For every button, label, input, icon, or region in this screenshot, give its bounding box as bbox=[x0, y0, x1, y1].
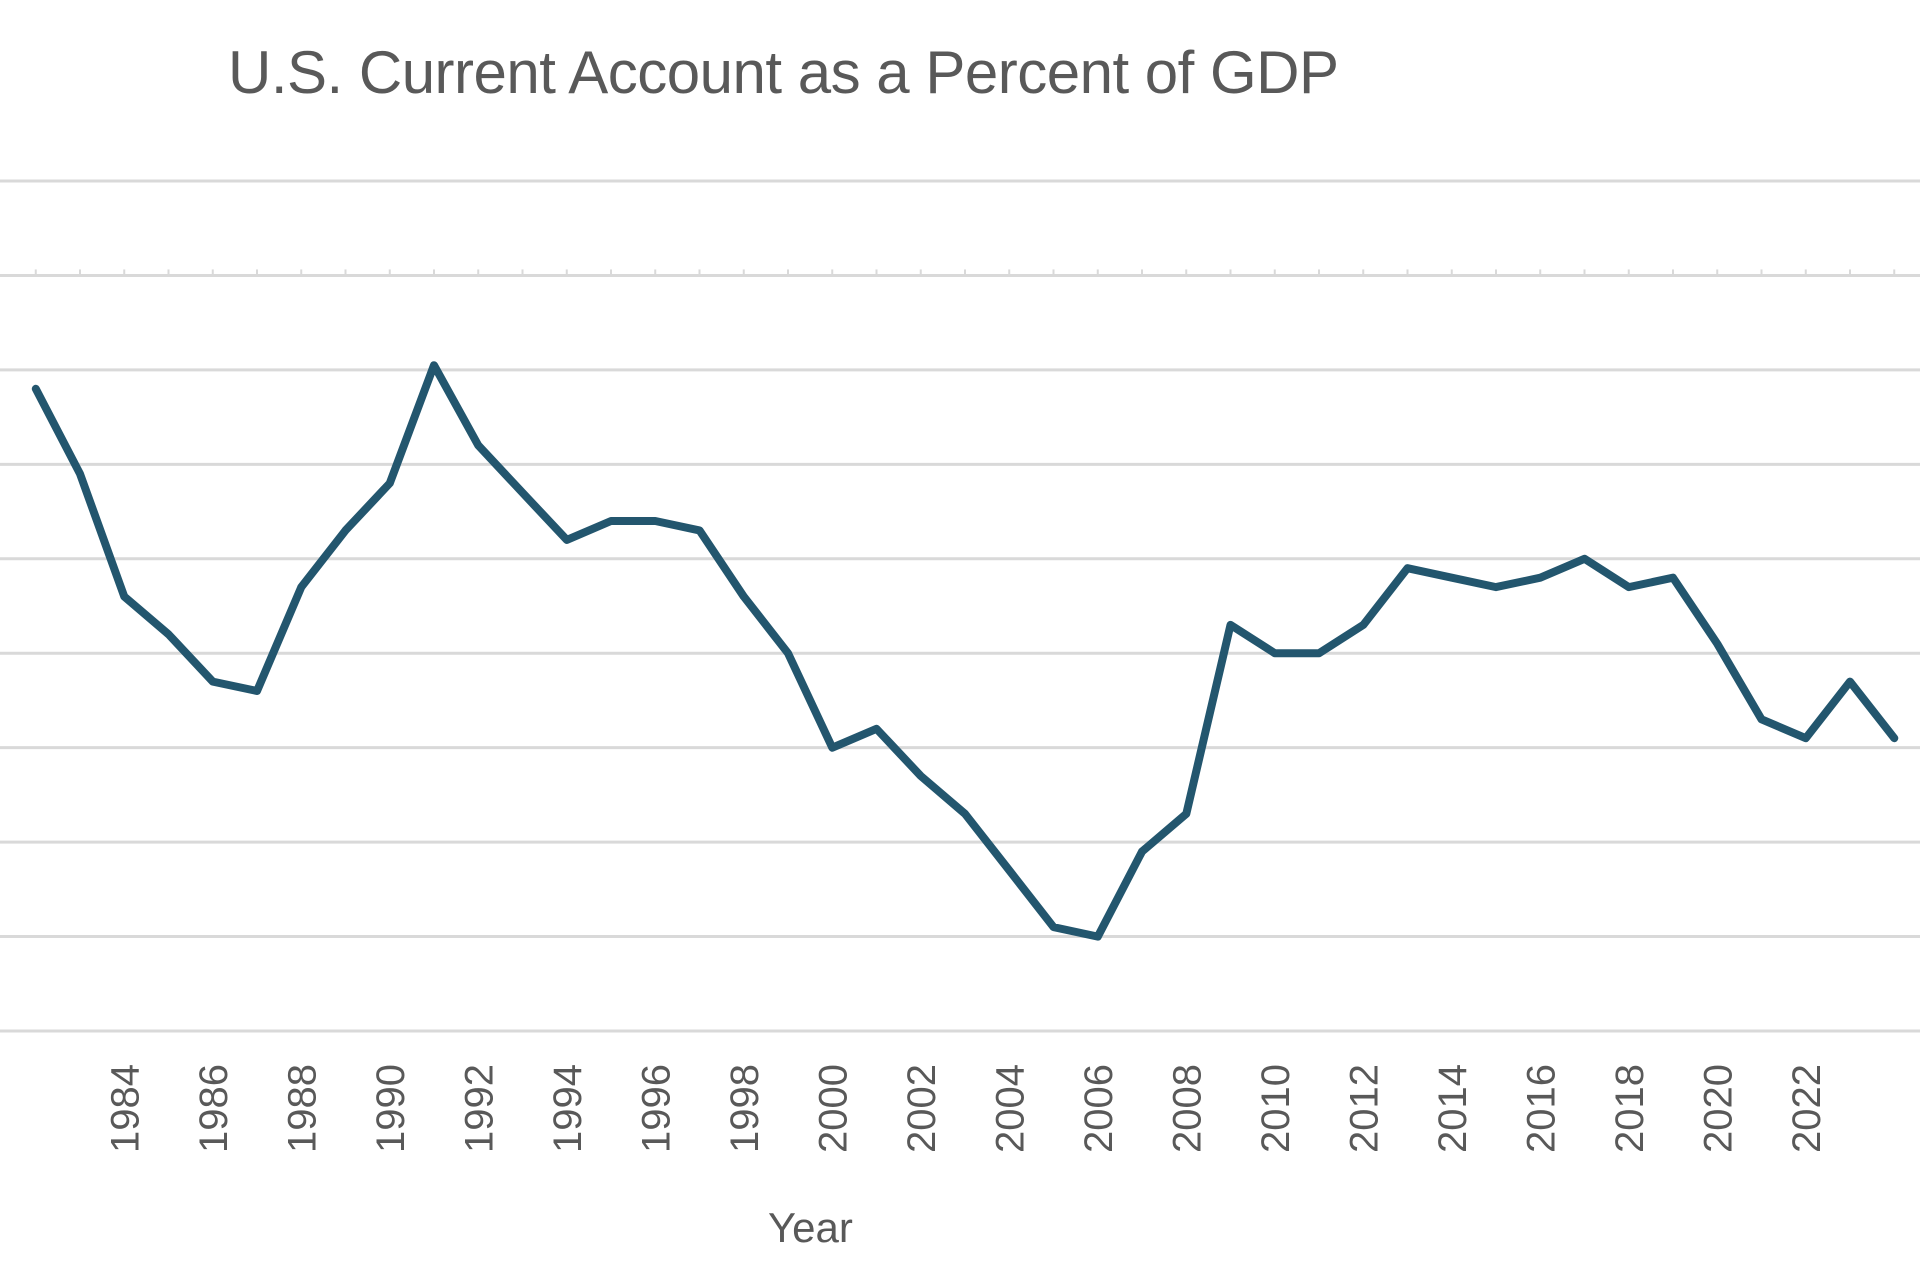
x-tick-label: 1984 bbox=[103, 1064, 147, 1153]
x-tick-label: 2018 bbox=[1608, 1064, 1652, 1153]
x-tick-label: 2020 bbox=[1696, 1064, 1740, 1153]
x-tick-label: 2014 bbox=[1431, 1064, 1475, 1153]
x-tick-label: 1998 bbox=[723, 1064, 767, 1153]
x-axis-title: Year bbox=[768, 1204, 853, 1251]
x-tick-label: 2016 bbox=[1519, 1064, 1563, 1153]
x-tick-label: 2004 bbox=[988, 1064, 1032, 1153]
x-tick-label: 2010 bbox=[1254, 1064, 1298, 1153]
x-axis-tick-labels: 1984 1986 1988 1990 1992 1994 1996 1998 2000 2002… bbox=[103, 1064, 1829, 1153]
x-tick-label: 1994 bbox=[546, 1064, 590, 1153]
x-tick-label: 1986 bbox=[192, 1064, 236, 1153]
x-tick-label: 2022 bbox=[1785, 1064, 1829, 1153]
x-tick-label: 2002 bbox=[900, 1064, 944, 1153]
series-line bbox=[31, 361, 1899, 941]
x-tick-label: 1992 bbox=[457, 1064, 501, 1153]
x-tick-label: 2008 bbox=[1165, 1064, 1209, 1153]
x-tick-label: 2000 bbox=[811, 1064, 855, 1153]
series-lines bbox=[31, 361, 1899, 941]
x-tick-label: 1990 bbox=[369, 1064, 413, 1153]
x-tick-label: 2012 bbox=[1342, 1064, 1386, 1153]
x-tick-label: 1996 bbox=[634, 1064, 678, 1153]
chart-title: U.S. Current Account as a Percent of GDP bbox=[228, 39, 1339, 106]
gridlines bbox=[0, 179, 1920, 1033]
x-tick-label: 1988 bbox=[280, 1064, 324, 1153]
gridline-tick-marks bbox=[34, 269, 1896, 276]
x-tick-label: 2006 bbox=[1077, 1064, 1121, 1153]
